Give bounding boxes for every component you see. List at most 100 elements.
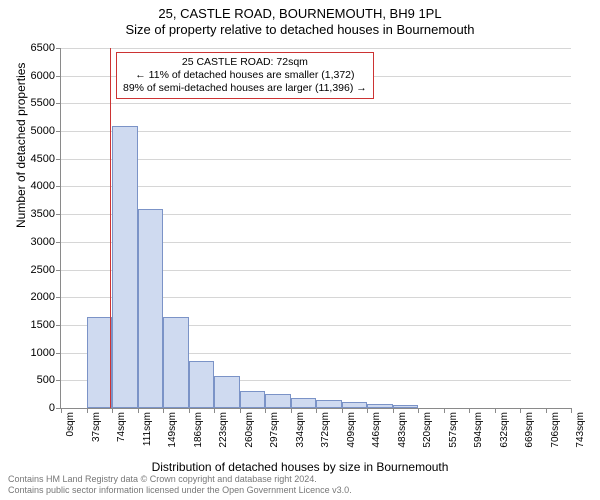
y-tick-label: 6000 xyxy=(15,70,55,82)
y-tick-label: 4000 xyxy=(15,180,55,192)
x-tick-label: 409sqm xyxy=(346,412,357,448)
histogram-bar xyxy=(87,317,113,408)
x-tick-label: 37sqm xyxy=(91,412,102,442)
gridline xyxy=(61,186,571,187)
x-tick-label: 186sqm xyxy=(193,412,204,448)
footer-line-1: Contains HM Land Registry data © Crown c… xyxy=(8,474,352,485)
y-tick-label: 3500 xyxy=(15,208,55,220)
title-line-1: 25, CASTLE ROAD, BOURNEMOUTH, BH9 1PL xyxy=(0,6,600,22)
gridline xyxy=(61,103,571,104)
x-tick-label: 297sqm xyxy=(269,412,280,448)
x-tick-mark xyxy=(163,408,164,413)
x-tick-label: 446sqm xyxy=(371,412,382,448)
x-tick-label: 632sqm xyxy=(499,412,510,448)
x-tick-mark xyxy=(112,408,113,413)
x-tick-mark xyxy=(138,408,139,413)
x-tick-mark xyxy=(367,408,368,413)
x-tick-mark xyxy=(240,408,241,413)
plot-area: 0sqm37sqm74sqm111sqm149sqm186sqm223sqm26… xyxy=(60,48,571,409)
y-tick-mark xyxy=(56,325,61,326)
y-tick-label: 5000 xyxy=(15,125,55,137)
x-tick-label: 223sqm xyxy=(218,412,229,448)
x-tick-mark xyxy=(520,408,521,413)
x-tick-mark xyxy=(546,408,547,413)
x-tick-label: 0sqm xyxy=(65,412,76,436)
y-tick-label: 3000 xyxy=(15,236,55,248)
x-tick-label: 334sqm xyxy=(295,412,306,448)
x-tick-mark xyxy=(444,408,445,413)
histogram-bar xyxy=(342,402,368,408)
histogram-bar xyxy=(316,400,342,408)
y-tick-mark xyxy=(56,76,61,77)
histogram-bar xyxy=(138,209,164,408)
histogram-bar xyxy=(393,405,419,408)
x-tick-mark xyxy=(418,408,419,413)
y-tick-mark xyxy=(56,353,61,354)
histogram-bar xyxy=(189,361,215,408)
x-tick-label: 111sqm xyxy=(142,412,153,446)
title-line-2: Size of property relative to detached ho… xyxy=(0,22,600,38)
x-tick-label: 557sqm xyxy=(448,412,459,448)
attribution-footer: Contains HM Land Registry data © Crown c… xyxy=(8,474,352,496)
x-axis-label: Distribution of detached houses by size … xyxy=(0,460,600,474)
annotation-line: ← 11% of detached houses are smaller (1,… xyxy=(123,69,367,82)
gridline xyxy=(61,48,571,49)
x-tick-mark xyxy=(495,408,496,413)
x-tick-label: 372sqm xyxy=(320,412,331,448)
x-tick-label: 706sqm xyxy=(550,412,561,448)
y-tick-label: 500 xyxy=(15,374,55,386)
x-tick-mark xyxy=(291,408,292,413)
histogram-bar xyxy=(163,317,189,408)
x-tick-label: 260sqm xyxy=(244,412,255,448)
y-tick-label: 1000 xyxy=(15,347,55,359)
annotation-line: 89% of semi-detached houses are larger (… xyxy=(123,82,367,95)
histogram-bar xyxy=(112,126,138,408)
histogram-bar xyxy=(265,394,291,408)
x-tick-mark xyxy=(393,408,394,413)
y-tick-mark xyxy=(56,214,61,215)
annotation-line: 25 CASTLE ROAD: 72sqm xyxy=(123,56,367,69)
x-tick-label: 594sqm xyxy=(473,412,484,448)
x-tick-mark xyxy=(469,408,470,413)
x-tick-label: 669sqm xyxy=(524,412,535,448)
x-tick-mark xyxy=(342,408,343,413)
chart-title-block: 25, CASTLE ROAD, BOURNEMOUTH, BH9 1PL Si… xyxy=(0,0,600,39)
y-tick-mark xyxy=(56,131,61,132)
y-tick-mark xyxy=(56,242,61,243)
x-tick-mark xyxy=(61,408,62,413)
chart-area: 0sqm37sqm74sqm111sqm149sqm186sqm223sqm26… xyxy=(60,48,570,408)
x-tick-mark xyxy=(87,408,88,413)
x-tick-mark xyxy=(189,408,190,413)
y-tick-mark xyxy=(56,48,61,49)
y-tick-mark xyxy=(56,186,61,187)
gridline xyxy=(61,159,571,160)
y-tick-label: 2000 xyxy=(15,291,55,303)
x-tick-label: 483sqm xyxy=(397,412,408,448)
y-tick-mark xyxy=(56,103,61,104)
x-tick-mark xyxy=(571,408,572,413)
property-marker-line xyxy=(110,48,111,408)
y-axis-label: Number of detached properties xyxy=(14,63,28,228)
footer-line-2: Contains public sector information licen… xyxy=(8,485,352,496)
y-tick-label: 6500 xyxy=(15,42,55,54)
histogram-bar xyxy=(240,391,266,408)
y-tick-mark xyxy=(56,159,61,160)
x-tick-label: 149sqm xyxy=(167,412,178,448)
y-tick-label: 4500 xyxy=(15,153,55,165)
histogram-bar xyxy=(367,404,393,408)
y-tick-mark xyxy=(56,297,61,298)
gridline xyxy=(61,131,571,132)
y-tick-mark xyxy=(56,270,61,271)
y-tick-label: 5500 xyxy=(15,97,55,109)
y-tick-label: 2500 xyxy=(15,264,55,276)
histogram-bar xyxy=(214,376,240,408)
y-tick-label: 0 xyxy=(15,402,55,414)
x-tick-mark xyxy=(265,408,266,413)
annotation-box: 25 CASTLE ROAD: 72sqm← 11% of detached h… xyxy=(116,52,374,99)
x-tick-mark xyxy=(214,408,215,413)
x-tick-label: 520sqm xyxy=(422,412,433,448)
y-tick-mark xyxy=(56,380,61,381)
y-tick-label: 1500 xyxy=(15,319,55,331)
x-tick-label: 74sqm xyxy=(116,412,127,442)
x-tick-mark xyxy=(316,408,317,413)
